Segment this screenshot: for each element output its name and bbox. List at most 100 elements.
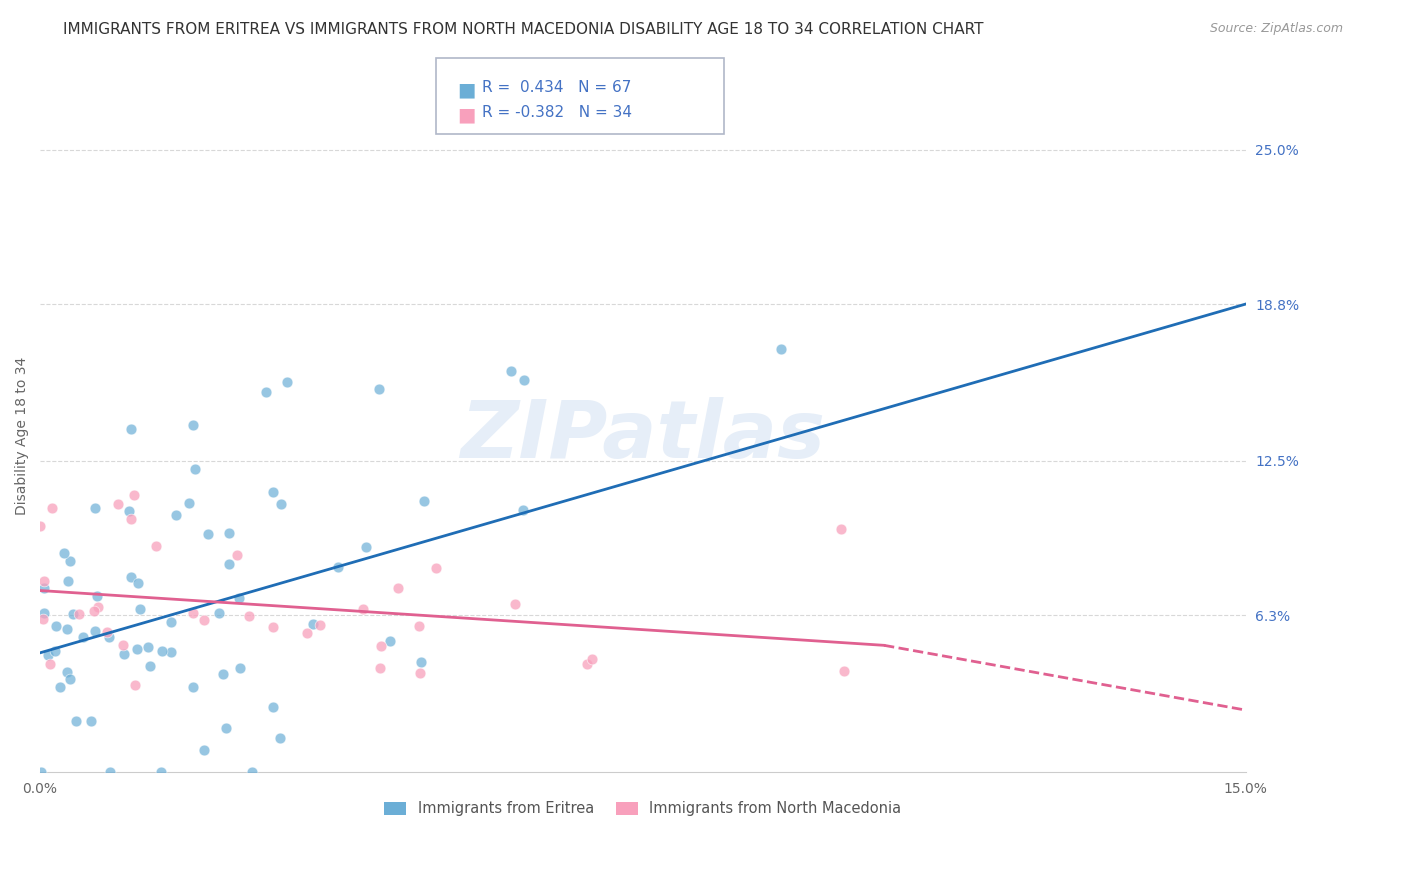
Legend: Immigrants from Eritrea, Immigrants from North Macedonia: Immigrants from Eritrea, Immigrants from… [378, 796, 907, 822]
Point [218, 526, 240, 541]
Point [30, 765, 52, 780]
Point [96, 625, 118, 640]
Point [127, 575, 149, 590]
Point [226, 548, 249, 562]
Point [37, 648, 59, 662]
Point [499, 364, 522, 378]
Point [229, 661, 252, 675]
Point [425, 561, 447, 575]
Point [181, 418, 204, 433]
Point [58, 554, 80, 568]
Point [262, 699, 284, 714]
Point [262, 484, 284, 499]
Point [413, 493, 436, 508]
Point [367, 382, 389, 396]
Point [58, 574, 80, 588]
Point [97, 630, 120, 644]
Point [48, 681, 70, 695]
Point [80, 714, 103, 729]
Point [302, 616, 325, 631]
Point [72, 631, 94, 645]
Y-axis label: Disability Age 18 to 34: Disability Age 18 to 34 [15, 357, 30, 516]
Point [212, 667, 235, 681]
Point [356, 540, 378, 554]
Point [87, 599, 110, 614]
Point [84, 624, 107, 638]
Point [62, 607, 84, 622]
Point [218, 558, 240, 572]
Point [215, 721, 238, 735]
Point [256, 384, 278, 399]
Point [408, 619, 430, 633]
Point [512, 502, 534, 516]
Point [183, 680, 205, 694]
Point [409, 665, 432, 680]
Point [83, 604, 105, 618]
Point [129, 602, 152, 616]
Text: ZIPatlas: ZIPatlas [460, 397, 825, 475]
Point [136, 640, 159, 655]
Point [120, 569, 142, 583]
Point [56, 622, 79, 636]
Point [830, 523, 852, 537]
Point [145, 539, 167, 553]
Point [111, 638, 134, 652]
Point [44, 643, 66, 657]
Point [160, 645, 183, 659]
Point [112, 648, 135, 662]
Point [276, 375, 298, 389]
Point [139, 659, 162, 673]
Point [370, 639, 392, 653]
Point [270, 497, 292, 511]
Point [411, 655, 433, 669]
Point [52, 546, 75, 560]
Point [238, 609, 260, 624]
Point [150, 643, 173, 657]
Point [59, 672, 82, 686]
Point [55, 665, 77, 679]
Point [118, 504, 141, 518]
Point [67, 607, 90, 621]
Point [380, 634, 402, 648]
Point [107, 497, 129, 511]
Point [581, 652, 603, 666]
Point [193, 743, 215, 757]
Text: ■: ■ [457, 105, 475, 124]
Point [368, 661, 391, 675]
Point [127, 642, 149, 657]
Point [65, 714, 87, 728]
Point [150, 765, 173, 780]
Point [240, 765, 263, 780]
Text: Source: ZipAtlas.com: Source: ZipAtlas.com [1209, 22, 1343, 36]
Point [576, 657, 599, 672]
Point [160, 615, 183, 629]
Point [38, 657, 60, 671]
Point [32, 574, 55, 588]
Text: IMMIGRANTS FROM ERITREA VS IMMIGRANTS FROM NORTH MACEDONIA DISABILITY AGE 18 TO : IMMIGRANTS FROM ERITREA VS IMMIGRANTS FR… [63, 22, 984, 37]
Point [208, 607, 231, 621]
Point [32, 581, 55, 595]
Point [122, 488, 145, 502]
Point [503, 597, 526, 611]
Point [120, 512, 142, 526]
Point [84, 500, 107, 515]
Point [387, 581, 409, 595]
Point [32, 612, 55, 626]
Point [98, 765, 121, 780]
Point [197, 526, 219, 541]
Point [228, 591, 250, 605]
Point [352, 601, 374, 615]
Point [86, 590, 108, 604]
Point [309, 618, 332, 632]
Point [124, 678, 146, 692]
Point [832, 665, 855, 679]
Point [32, 606, 55, 620]
Point [45, 619, 67, 633]
Point [512, 373, 534, 387]
Point [181, 606, 204, 620]
Point [183, 462, 205, 476]
Point [177, 496, 200, 510]
Text: R =  0.434   N = 67: R = 0.434 N = 67 [482, 80, 631, 95]
Point [262, 620, 284, 634]
Point [193, 613, 215, 627]
